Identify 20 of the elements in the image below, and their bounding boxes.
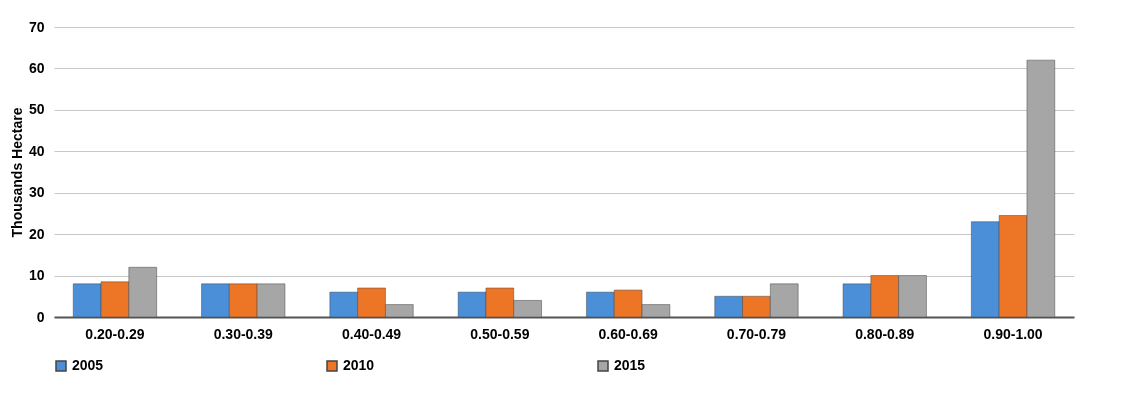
legend-label: 2010 <box>343 357 375 373</box>
y-tick-label: 70 <box>28 18 45 35</box>
y-tick-label: 20 <box>28 225 45 242</box>
legend-label: 2005 <box>72 357 104 373</box>
y-tick-label: 10 <box>28 267 45 284</box>
y-tick-label: 60 <box>28 59 45 76</box>
x-tick-label: 0.20-0.29 <box>85 325 145 342</box>
x-tick-label: 0.60-0.69 <box>598 325 658 342</box>
x-tick-label: 0.80-0.89 <box>855 325 915 342</box>
x-tick-label: 0.50-0.59 <box>470 325 530 342</box>
y-axis-title: Thousands Hectare <box>8 107 25 238</box>
legend-label: 2015 <box>614 357 646 373</box>
x-tick-label: 0.30-0.39 <box>213 325 274 342</box>
x-tick-label: 0.70-0.79 <box>726 325 787 342</box>
y-tick-label: 40 <box>28 142 45 159</box>
y-tick-label: 50 <box>28 101 45 118</box>
x-tick-label: 0.40-0.49 <box>341 325 402 342</box>
y-tick-label: 30 <box>28 184 45 201</box>
y-tick-label: 0 <box>36 308 45 325</box>
x-tick-label: 0.90-1.00 <box>983 325 1043 342</box>
